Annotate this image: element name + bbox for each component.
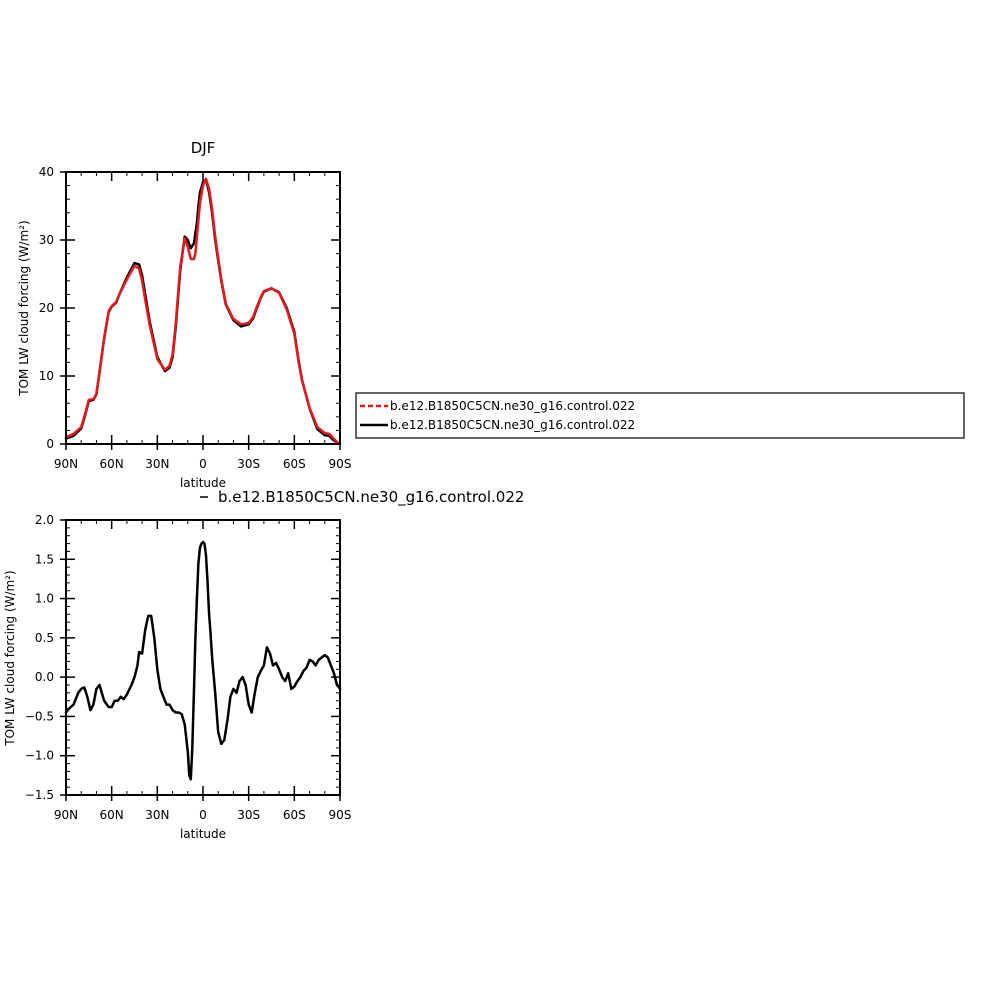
top-x-axis-title: latitude xyxy=(180,476,226,490)
bottom-series-group xyxy=(64,540,342,781)
bottom-x-axis-title: latitude xyxy=(180,827,226,841)
series-line-0 xyxy=(64,178,342,446)
bottom-legend-entry: b.e12.B1850C5CN.ne30_g16.control.022 xyxy=(218,488,524,507)
bottom-y-ticks: −1.5 −1.0 −0.5 0.0 0.5 1.0 1.5 2.0 xyxy=(25,513,340,802)
x-tick-label: 60N xyxy=(100,808,124,822)
x-tick-label: 60N xyxy=(100,457,124,471)
y-tick-label: 20 xyxy=(39,301,54,315)
x-tick-label: 30S xyxy=(237,457,260,471)
x-tick-label: 30N xyxy=(145,457,169,471)
x-tick-label: 0 xyxy=(199,457,207,471)
top-y-ticks: 0 10 20 30 40 xyxy=(39,165,340,451)
y-tick-label: −0.5 xyxy=(25,709,54,723)
top-legend: b.e12.B1850C5CN.ne30_g16.control.022 b.e… xyxy=(355,392,965,439)
x-tick-label: 60S xyxy=(283,808,306,822)
y-tick-label: −1.5 xyxy=(25,788,54,802)
series-line-1 xyxy=(64,177,342,446)
x-tick-label: 90S xyxy=(329,808,352,822)
x-tick-label: 30S xyxy=(237,808,260,822)
y-tick-label: 1.5 xyxy=(35,552,54,566)
top-y-axis-title: TOM LW cloud forcing (W/m²) xyxy=(17,220,31,397)
y-tick-label: 30 xyxy=(39,233,54,247)
x-tick-label: 90N xyxy=(54,808,78,822)
x-tick-label: 60S xyxy=(283,457,306,471)
x-tick-label: 90S xyxy=(329,457,352,471)
top-panel: DJF 0 10 20 30 40 90N 60N 30N 0 30S 60S 90S latitu… xyxy=(17,139,351,490)
bottom-x-ticks: 90N 60N 30N 0 30S 60S 90S xyxy=(54,520,352,822)
top-plot-frame xyxy=(65,171,341,445)
series-line-0 xyxy=(64,540,342,781)
top-series-group xyxy=(64,177,342,446)
bottom-plot-frame xyxy=(65,519,341,796)
x-tick-label: 30N xyxy=(145,808,169,822)
y-tick-label: 40 xyxy=(39,165,54,179)
x-tick-label: 90N xyxy=(54,457,78,471)
bottom-y-axis-title: TOM LW cloud forcing (W/m²) xyxy=(3,570,17,747)
top-x-ticks: 90N 60N 30N 0 30S 60S 90S xyxy=(54,172,352,471)
x-tick-label: 0 xyxy=(199,808,207,822)
top-plot-title: DJF xyxy=(191,139,216,157)
y-tick-label: 10 xyxy=(39,369,54,383)
y-tick-label: 0.0 xyxy=(35,670,54,684)
y-tick-label: 0 xyxy=(46,437,54,451)
y-tick-label: 0.5 xyxy=(35,631,54,645)
top-legend-box xyxy=(355,392,965,439)
legend-entry-black: b.e12.B1850C5CN.ne30_g16.control.022 xyxy=(390,418,635,432)
legend-entry-red: b.e12.B1850C5CN.ne30_g16.control.022 xyxy=(390,399,635,413)
y-tick-label: 2.0 xyxy=(35,513,54,527)
y-tick-label: −1.0 xyxy=(25,749,54,763)
bottom-panel: b.e12.B1850C5CN.ne30_g16.control.022 −1.… xyxy=(3,488,524,841)
y-tick-label: 1.0 xyxy=(35,592,54,606)
